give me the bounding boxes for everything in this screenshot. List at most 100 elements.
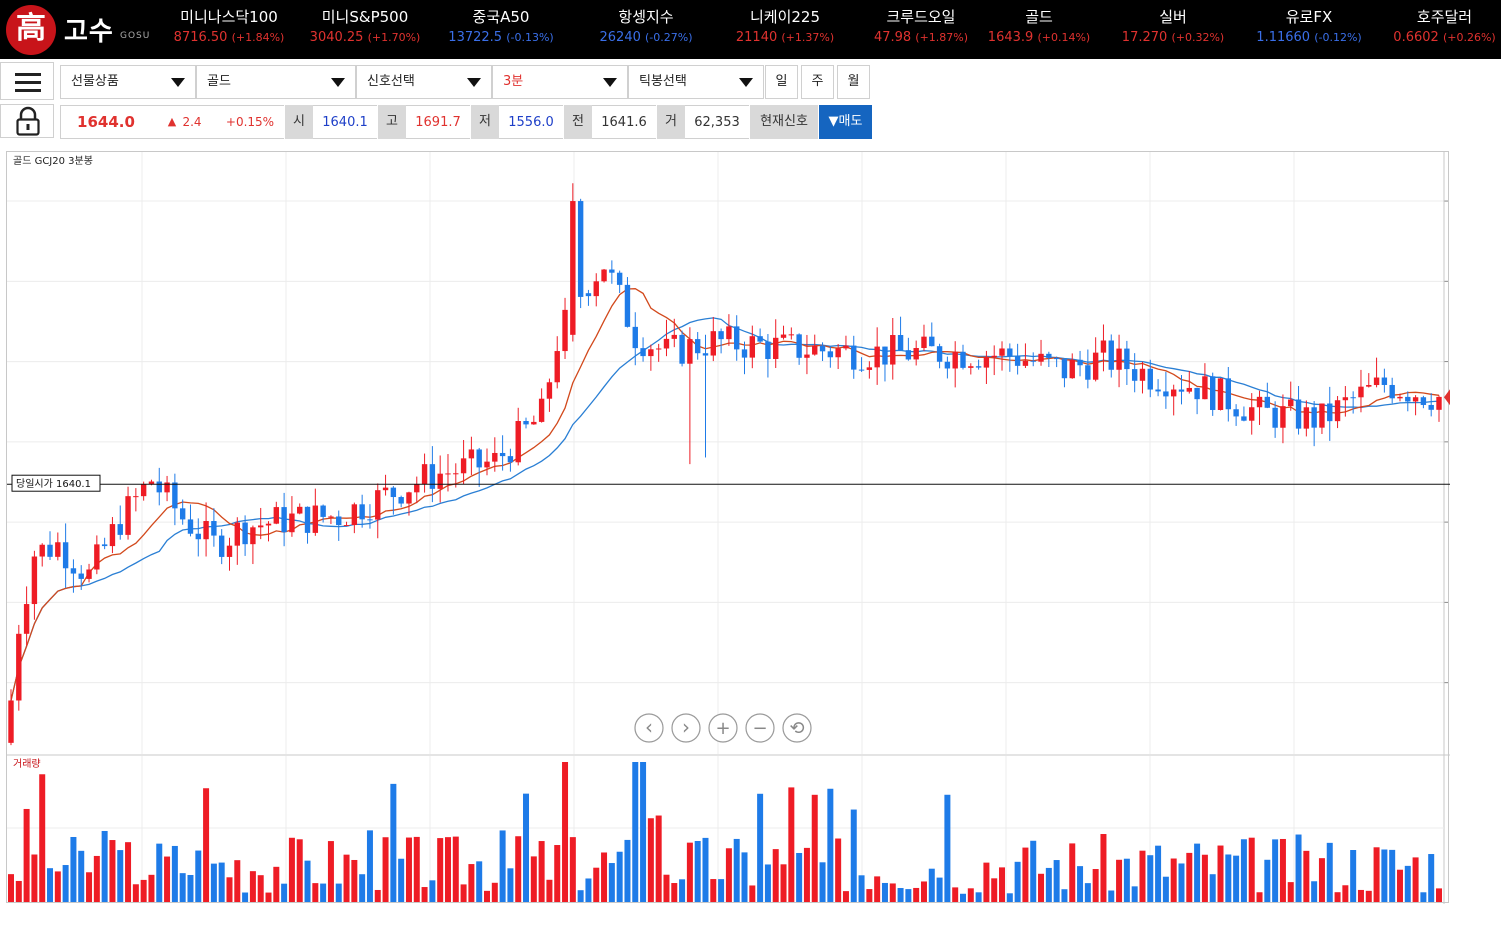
volume-bar bbox=[1069, 843, 1076, 902]
candle-body bbox=[1038, 353, 1044, 362]
candle-body bbox=[1194, 387, 1200, 400]
candle-body bbox=[211, 521, 217, 536]
candle-body bbox=[218, 535, 225, 557]
candle-body bbox=[468, 449, 475, 459]
candle-body bbox=[320, 505, 326, 517]
zoom-out-icon[interactable]: − bbox=[745, 713, 775, 743]
ticker-name: 니케이225 bbox=[749, 8, 821, 26]
volume-bar bbox=[1217, 845, 1224, 902]
ticker-item[interactable]: 골드 1643.9 (+0.14%) bbox=[970, 6, 1108, 48]
ticker-item[interactable]: 실버 17.270 (+0.32%) bbox=[1104, 6, 1242, 48]
candle-body bbox=[757, 336, 763, 342]
candle-body bbox=[882, 346, 888, 365]
volume-bar bbox=[1162, 876, 1169, 902]
ticker-item[interactable]: 니케이225 21140 (+1.37%) bbox=[716, 6, 854, 48]
next-icon[interactable]: › bbox=[671, 713, 701, 743]
candle-body bbox=[273, 507, 280, 524]
signal-select[interactable]: 신호선택 bbox=[356, 65, 492, 99]
volume-bar bbox=[538, 841, 545, 902]
ticker-item[interactable]: 미니나스닥100 8716.50 (+1.84%) bbox=[160, 6, 298, 48]
candle-body bbox=[406, 492, 412, 504]
brand-logo[interactable]: 高 고수 GOSU bbox=[6, 5, 156, 55]
volume-bar bbox=[718, 879, 725, 902]
candle-body bbox=[398, 497, 404, 504]
candle-body bbox=[1108, 340, 1114, 370]
volume-bar bbox=[577, 890, 584, 902]
candle-body bbox=[523, 421, 529, 425]
volume-bar bbox=[515, 836, 522, 902]
volume-bar bbox=[796, 852, 803, 902]
reset-icon[interactable]: ⟲ bbox=[782, 713, 812, 743]
lock-icon[interactable] bbox=[0, 104, 54, 138]
candle-body bbox=[796, 334, 802, 358]
open-price-label: 당일시가 1640.1 bbox=[16, 478, 91, 490]
quote-main bbox=[60, 105, 284, 139]
candle-body bbox=[827, 351, 834, 358]
volume-bar bbox=[374, 889, 381, 902]
candle-body bbox=[1295, 399, 1302, 429]
candle-body bbox=[780, 334, 787, 338]
ticker-change: (+1.37%) bbox=[781, 31, 835, 44]
candlestick-chart-svg[interactable]: 1652.81649.21645.61642.01638.41634.81631… bbox=[7, 152, 1450, 904]
volume-bar bbox=[569, 837, 576, 902]
ticker-value-line: 17.270 (+0.32%) bbox=[1104, 28, 1242, 48]
sell-signal-badge[interactable]: ▼매도 bbox=[819, 105, 872, 139]
svg-text:−: − bbox=[752, 718, 767, 739]
volume-bar bbox=[1279, 838, 1286, 902]
price-change: 2.4 bbox=[182, 115, 202, 129]
menu-icon[interactable] bbox=[0, 62, 54, 100]
volume-bar bbox=[741, 852, 748, 902]
zoom-in-icon[interactable]: + bbox=[708, 713, 738, 743]
ticker-change: (+0.14%) bbox=[1037, 31, 1091, 44]
price-chart[interactable]: 1652.81649.21645.61642.01638.41634.81631… bbox=[6, 151, 1450, 904]
volume-bar bbox=[702, 837, 709, 902]
ticker-item[interactable]: 호주달러 0.6602 (+0.26%) bbox=[1392, 6, 1497, 48]
volume-bar bbox=[39, 774, 46, 902]
candle-body bbox=[460, 458, 467, 474]
candle-body bbox=[23, 604, 30, 634]
chevron-down-icon bbox=[739, 78, 753, 87]
ticker-item[interactable]: 항셍지수 26240 (-0.27%) bbox=[577, 6, 715, 48]
volume-bar bbox=[733, 838, 740, 902]
product-select[interactable]: 골드 bbox=[196, 65, 356, 99]
volume-bar bbox=[273, 866, 280, 902]
ticker-name: 미니S&P500 bbox=[321, 8, 409, 26]
interval-select[interactable]: 3분 bbox=[492, 65, 628, 99]
period-month-button[interactable]: 월 bbox=[837, 65, 870, 99]
low-label: 저 bbox=[471, 105, 499, 139]
tick-label: 틱봉선택 bbox=[639, 74, 687, 89]
candle-body bbox=[1170, 389, 1177, 397]
volume-bar bbox=[1342, 885, 1349, 902]
volume-bar bbox=[444, 837, 451, 902]
candle-body bbox=[125, 496, 131, 535]
candle-body bbox=[1241, 416, 1247, 421]
candle-body bbox=[570, 201, 576, 335]
ticker-item[interactable]: 중국A50 13722.5 (-0.13%) bbox=[432, 6, 570, 48]
product-type-select[interactable]: 선물상품 bbox=[60, 65, 196, 99]
volume-bar bbox=[187, 874, 194, 902]
candle-body bbox=[694, 339, 701, 354]
candle-body bbox=[203, 521, 209, 540]
candle-body bbox=[601, 269, 607, 282]
period-day-button[interactable]: 일 bbox=[765, 65, 798, 99]
tick-select[interactable]: 틱봉선택 bbox=[628, 65, 764, 99]
previous-icon[interactable]: ‹ bbox=[634, 713, 664, 743]
candle-body bbox=[70, 568, 77, 574]
volume-bar bbox=[1100, 834, 1107, 902]
candle-body bbox=[718, 331, 724, 340]
ticker-item[interactable]: 유로FX 1.11660 (-0.12%) bbox=[1240, 6, 1378, 48]
volume-bar bbox=[1155, 845, 1162, 902]
candle-body bbox=[1334, 400, 1341, 422]
candle-body bbox=[1280, 406, 1286, 428]
candle-body bbox=[921, 336, 927, 349]
ticker-item[interactable]: 미니S&P500 3040.25 (+1.70%) bbox=[296, 6, 434, 48]
period-week-button[interactable]: 주 bbox=[801, 65, 834, 99]
candle-body bbox=[484, 461, 490, 468]
volume-bar bbox=[1350, 850, 1357, 902]
ticker-value: 26240 bbox=[599, 30, 641, 45]
ticker-change: (+1.84%) bbox=[231, 31, 285, 44]
candle-body bbox=[281, 507, 287, 533]
ticker-item[interactable]: 크루드오일 47.98 (+1.87%) bbox=[852, 6, 990, 48]
candle-body bbox=[1202, 376, 1208, 400]
candle-body bbox=[843, 345, 849, 349]
